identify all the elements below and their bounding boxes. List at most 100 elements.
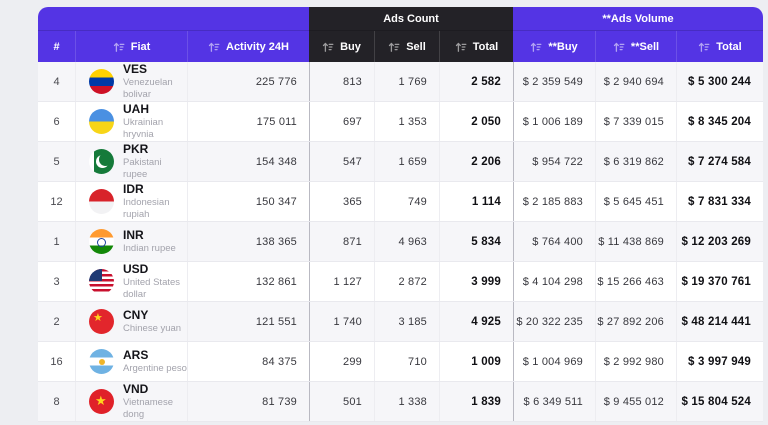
volume-total-column-label: Total	[716, 40, 742, 53]
column-header-fiat[interactable]: Fiat	[75, 31, 187, 62]
ads-volume-total-cell: $ 3 997 949	[676, 342, 763, 381]
column-header-rank[interactable]: #	[38, 31, 75, 62]
currency-code: IDR	[123, 182, 144, 197]
table-row[interactable]: 1 INR Indian rupee 138 365 871 4 963 5 8…	[38, 222, 763, 262]
currency-flag-icon-ars	[89, 349, 114, 374]
ads-volume-buy-cell: $ 2 185 883	[513, 182, 595, 221]
currency-flag-icon-pkr	[89, 149, 114, 174]
ads-volume-total-cell: $ 7 831 334	[676, 182, 763, 221]
currency-name: Venezuelan bolivar	[123, 77, 173, 100]
activity-24h-column-label: Activity 24H	[226, 40, 289, 53]
table-row[interactable]: 2 CNY Chinese yuan 121 551 1 740 3 185 4…	[38, 302, 763, 342]
currency-code: INR	[123, 228, 144, 243]
sort-icon	[530, 41, 542, 53]
sort-icon	[208, 41, 220, 53]
column-header-activity-24h[interactable]: Activity 24H	[187, 31, 309, 62]
column-header-ads-count-total[interactable]: Total	[439, 31, 513, 62]
table-row[interactable]: 6 UAH Ukrainian hryvnia 175 011 697 1 35…	[38, 102, 763, 142]
ads-volume-sell-cell: $ 27 892 206	[595, 302, 676, 341]
ads-count-sell-cell: 1 338	[374, 382, 439, 421]
ads-volume-buy-cell: $ 1 004 969	[513, 342, 595, 381]
table-row[interactable]: 16 ARS Argentine peso 84 375 299 710 1 0…	[38, 342, 763, 382]
group-header-spacer	[38, 7, 309, 31]
ads-volume-sell-cell: $ 11 438 869	[595, 222, 676, 261]
currency-code: PKR	[123, 142, 149, 157]
ads-volume-sell-cell: $ 7 339 015	[595, 102, 676, 141]
ads-volume-buy-cell: $ 6 349 511	[513, 382, 595, 421]
ads-volume-total-cell: $ 15 804 524	[676, 382, 763, 421]
ads-count-sell-cell: 710	[374, 342, 439, 381]
currency-flag-icon-ves	[89, 69, 114, 94]
table-group-header-row: Ads Count **Ads Volume	[38, 7, 763, 31]
table-row[interactable]: 3 USD United States dollar 132 861 1 127…	[38, 262, 763, 302]
sort-icon	[322, 41, 334, 53]
ads-volume-sell-cell: $ 15 266 463	[595, 262, 676, 301]
activity-24h-cell: 150 347	[187, 182, 309, 221]
ads-volume-total-cell: $ 8 345 204	[676, 102, 763, 141]
rank-cell: 3	[53, 275, 60, 288]
column-header-ads-count-sell[interactable]: Sell	[374, 31, 439, 62]
currency-name: Chinese yuan	[123, 323, 182, 335]
ads-volume-sell-cell: $ 6 319 862	[595, 142, 676, 181]
currency-code: VND	[123, 382, 149, 397]
currency-flag-icon-vnd	[89, 389, 114, 414]
currency-name: Vietnamese dong	[123, 397, 173, 420]
currency-code: ARS	[123, 348, 149, 363]
currency-flag-icon-uah	[89, 109, 114, 134]
ads-count-buy-cell: 813	[309, 62, 374, 101]
activity-24h-cell: 154 348	[187, 142, 309, 181]
fiat-currencies-table: Ads Count **Ads Volume # Fiat Activity 2…	[38, 7, 763, 422]
ads-volume-buy-cell: $ 764 400	[513, 222, 595, 261]
ads-count-sell-cell: 2 872	[374, 262, 439, 301]
currency-name: Indian rupee	[123, 243, 176, 255]
activity-24h-cell: 225 776	[187, 62, 309, 101]
ads-volume-total-cell: $ 7 274 584	[676, 142, 763, 181]
table-body: 4 VES Venezuelan bolivar 225 776 813 1 7…	[38, 62, 763, 422]
ads-volume-buy-cell: $ 954 722	[513, 142, 595, 181]
column-header-ads-volume-buy[interactable]: **Buy	[513, 31, 595, 62]
column-header-ads-count-buy[interactable]: Buy	[309, 31, 374, 62]
sort-icon	[455, 41, 467, 53]
ads-count-buy-cell: 871	[309, 222, 374, 261]
currency-code: VES	[123, 62, 148, 77]
table-row[interactable]: 4 VES Venezuelan bolivar 225 776 813 1 7…	[38, 62, 763, 102]
ads-count-buy-cell: 547	[309, 142, 374, 181]
total-column-label: Total	[472, 40, 499, 53]
table-row[interactable]: 8 VND Vietnamese dong 81 739 501 1 338 1…	[38, 382, 763, 422]
rank-cell: 12	[50, 195, 63, 208]
fiat-cell: USD United States dollar	[75, 262, 187, 301]
ads-count-total-cell: 1 839	[439, 382, 513, 421]
ads-count-buy-cell: 299	[309, 342, 374, 381]
rank-cell: 1	[53, 235, 60, 248]
column-header-ads-volume-sell[interactable]: **Sell	[595, 31, 676, 62]
ads-count-total-cell: 4 925	[439, 302, 513, 341]
currency-code: CNY	[123, 308, 149, 323]
column-header-ads-volume-total[interactable]: Total	[676, 31, 763, 62]
ads-volume-buy-cell: $ 4 104 298	[513, 262, 595, 301]
ads-count-buy-cell: 697	[309, 102, 374, 141]
volume-sell-column-label: **Sell	[630, 40, 660, 53]
rank-cell: 6	[53, 115, 60, 128]
ads-volume-sell-cell: $ 2 992 980	[595, 342, 676, 381]
fiat-cell: INR Indian rupee	[75, 222, 187, 261]
table-row[interactable]: 12 IDR Indonesian rupiah 150 347 365 749…	[38, 182, 763, 222]
currency-code: UAH	[123, 102, 149, 117]
ads-count-total-cell: 2 206	[439, 142, 513, 181]
buy-column-label: Buy	[340, 40, 361, 53]
ads-volume-buy-cell: $ 20 322 235	[513, 302, 595, 341]
sort-icon	[388, 41, 400, 53]
ads-count-total-cell: 3 999	[439, 262, 513, 301]
table-row[interactable]: 5 PKR Pakistani rupee 154 348 547 1 659 …	[38, 142, 763, 182]
activity-24h-cell: 132 861	[187, 262, 309, 301]
ads-count-total-cell: 1 009	[439, 342, 513, 381]
ads-count-buy-cell: 1 740	[309, 302, 374, 341]
sort-icon	[613, 41, 625, 53]
ads-count-total-cell: 1 114	[439, 182, 513, 221]
ads-volume-total-cell: $ 19 370 761	[676, 262, 763, 301]
rank-cell: 16	[50, 355, 63, 368]
ads-count-sell-cell: 1 353	[374, 102, 439, 141]
fiat-column-label: Fiat	[130, 40, 151, 53]
ads-count-total-cell: 5 834	[439, 222, 513, 261]
fiat-cell: IDR Indonesian rupiah	[75, 182, 187, 221]
ads-volume-total-cell: $ 12 203 269	[676, 222, 763, 261]
